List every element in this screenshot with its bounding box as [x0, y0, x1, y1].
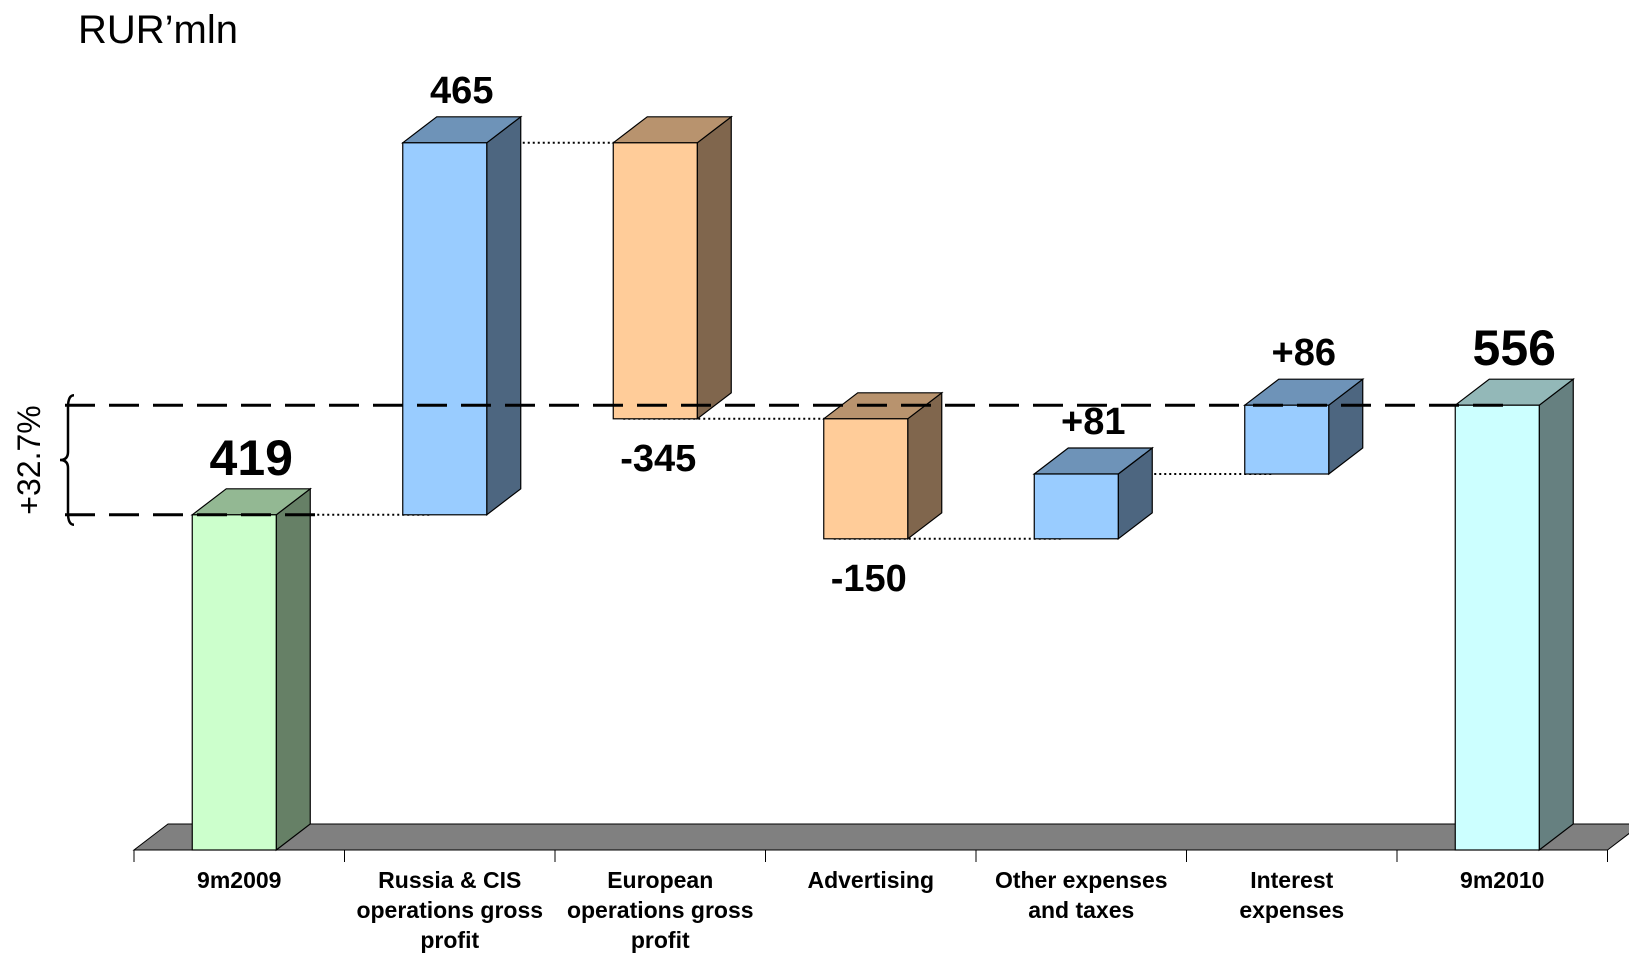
category-label-2: operations gross [567, 897, 754, 923]
category-label-0: 9m2009 [197, 867, 281, 893]
value-label-0: 419 [210, 430, 293, 486]
growth-percentage-label: +32.7% [11, 405, 47, 514]
value-label-4: +81 [1061, 401, 1125, 443]
value-label-1: 465 [430, 70, 493, 112]
bar-1 [402, 142, 488, 516]
bar-2 [612, 142, 698, 420]
bar-side-2 [696, 115, 732, 421]
category-label-1: profit [420, 927, 479, 953]
value-label-6: 556 [1473, 320, 1556, 376]
value-label-2: -345 [620, 438, 696, 480]
bar-side-0 [275, 487, 311, 852]
value-label-5: +86 [1272, 332, 1336, 374]
bar-6 [1454, 404, 1540, 851]
category-label-1: Russia & CIS [378, 867, 521, 893]
bar-3 [823, 418, 909, 540]
chart-floor [132, 823, 1629, 851]
category-label-4: Other expenses [995, 867, 1168, 893]
category-label-4: and taxes [1028, 897, 1134, 923]
bar-side-6 [1538, 377, 1574, 852]
category-label-5: Interest [1250, 867, 1333, 893]
category-label-3: Advertising [807, 867, 934, 893]
category-label-2: profit [631, 927, 690, 953]
category-label-6: 9m2010 [1460, 867, 1544, 893]
category-label-2: European [607, 867, 713, 893]
bar-side-1 [486, 115, 522, 517]
bar-4 [1033, 473, 1119, 540]
growth-brace [59, 393, 75, 527]
unit-label: RUR’mln [78, 8, 238, 52]
value-label-3: -150 [831, 558, 907, 600]
bar-5 [1244, 404, 1330, 475]
category-label-5: expenses [1239, 897, 1344, 923]
bar-0 [191, 514, 277, 851]
category-label-1: operations gross [356, 897, 543, 923]
